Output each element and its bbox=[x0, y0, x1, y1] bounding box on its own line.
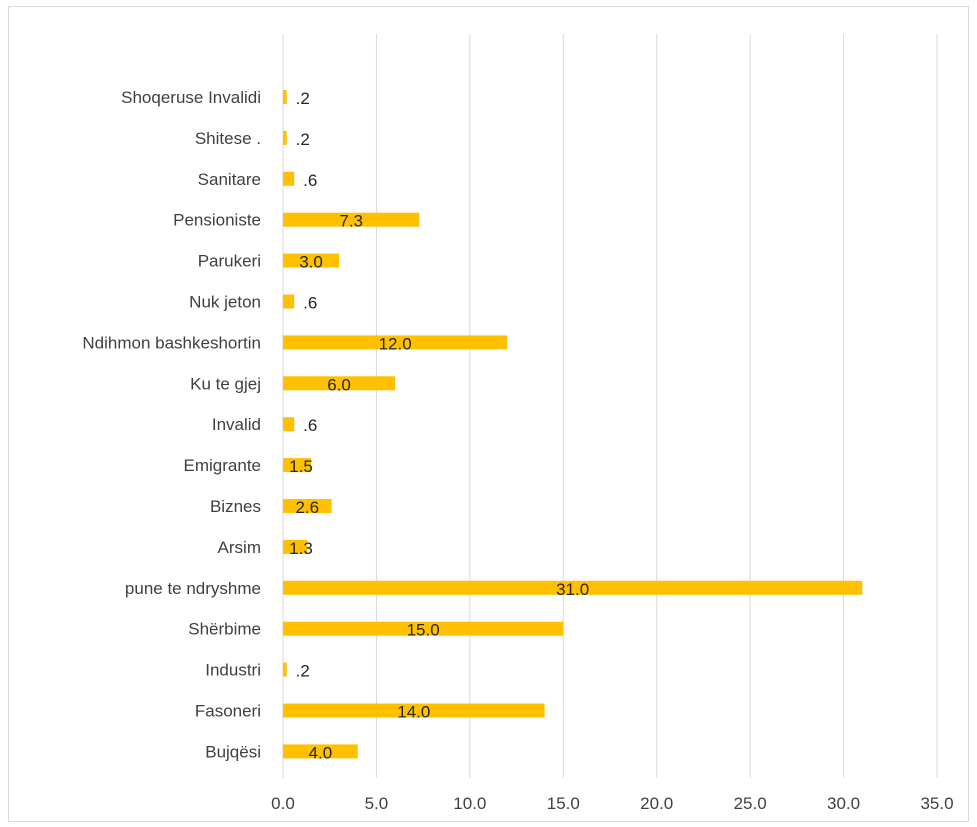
x-tick-label: 30.0 bbox=[827, 794, 860, 813]
x-tick-labels: 0.0 5.0 10.0 15.0 20.0 25.0 30.0 35.0 bbox=[271, 794, 953, 813]
data-label: 15.0 bbox=[407, 621, 440, 640]
data-label: 7.3 bbox=[339, 212, 363, 231]
x-tick-label: 5.0 bbox=[365, 794, 389, 813]
data-label: 1.5 bbox=[289, 457, 313, 476]
bar bbox=[283, 90, 287, 104]
data-label: .6 bbox=[303, 294, 317, 313]
category-label: Bujqësi bbox=[205, 742, 261, 761]
bar bbox=[283, 376, 396, 391]
x-tick-label: 25.0 bbox=[734, 794, 767, 813]
category-label: Sanitare bbox=[198, 170, 261, 189]
x-tick-label: 20.0 bbox=[640, 794, 673, 813]
data-label: .6 bbox=[303, 171, 317, 190]
category-label: Shitese . bbox=[195, 129, 261, 148]
bar bbox=[283, 539, 308, 554]
bar bbox=[283, 212, 420, 227]
data-label: 3.0 bbox=[299, 253, 323, 272]
data-label: 2.6 bbox=[295, 498, 319, 517]
data-label: 1.3 bbox=[289, 539, 313, 558]
category-label: Shërbime bbox=[188, 620, 261, 639]
category-label: Fasoneri bbox=[195, 702, 261, 721]
gridlines bbox=[282, 34, 938, 778]
category-label: Emigrante bbox=[184, 456, 261, 475]
bar bbox=[283, 130, 287, 145]
category-label: Arsim bbox=[218, 538, 261, 557]
bar bbox=[283, 703, 545, 718]
category-label: Nuk jeton bbox=[189, 293, 261, 312]
bars bbox=[283, 90, 863, 759]
category-label: Pensioniste bbox=[173, 211, 261, 230]
data-label: .2 bbox=[296, 89, 310, 108]
x-tick-label: 0.0 bbox=[271, 794, 295, 813]
data-label: 31.0 bbox=[556, 580, 589, 599]
category-label: Biznes bbox=[210, 497, 261, 516]
category-label: Parukeri bbox=[198, 252, 261, 271]
bar bbox=[283, 499, 332, 513]
data-label: 6.0 bbox=[327, 375, 351, 394]
data-label: .6 bbox=[303, 416, 317, 435]
category-label: Shoqeruse Invalidi bbox=[121, 88, 261, 107]
bar bbox=[283, 171, 295, 186]
category-label: Industri bbox=[205, 661, 261, 680]
bar bbox=[283, 335, 508, 350]
bar bbox=[283, 417, 295, 432]
category-label: Ku te gjej bbox=[190, 374, 261, 393]
bar bbox=[283, 458, 312, 473]
chart-frame bbox=[8, 6, 969, 822]
category-label: Ndihmon bashkeshortin bbox=[82, 333, 261, 352]
x-tick-label: 35.0 bbox=[920, 794, 953, 813]
bar bbox=[283, 621, 564, 636]
category-label: Invalid bbox=[212, 415, 261, 434]
x-tick-label: 15.0 bbox=[547, 794, 580, 813]
data-label: 12.0 bbox=[379, 334, 412, 353]
bar bbox=[283, 294, 295, 309]
bar bbox=[283, 662, 287, 677]
data-label: .2 bbox=[296, 130, 310, 149]
x-tick-label: 10.0 bbox=[453, 794, 486, 813]
bar bbox=[283, 253, 340, 268]
category-label: pune te ndryshme bbox=[125, 579, 261, 598]
bar bbox=[283, 744, 358, 759]
data-label: 14.0 bbox=[397, 703, 430, 722]
bar bbox=[283, 580, 863, 595]
data-label: .2 bbox=[296, 662, 310, 681]
data-label: 4.0 bbox=[309, 743, 333, 762]
data-labels: .2 .2 .6 7.3 3.0 .6 12.0 6.0 .6 1.5 2.6 1.3 31.0 15.0… bbox=[289, 89, 589, 762]
category-labels: Shoqeruse Invalidi Shitese . Sanitare Pensi… bbox=[82, 88, 261, 761]
